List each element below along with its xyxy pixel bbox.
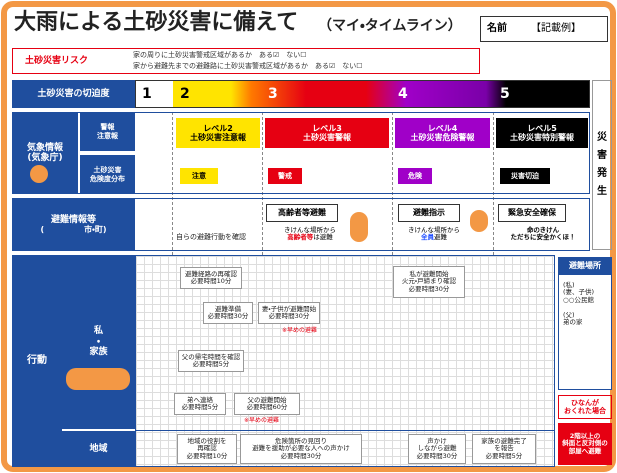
evacuation-label: 避難情報等 [50,214,96,225]
warning-level: レベル3 土砂災害警報 [265,118,389,148]
risk-map-level: 災害切迫 [500,168,550,184]
name-value: 【記載例】 [531,23,581,34]
community-task: 危険箇所の見回り 避難を援助が必要な人への声かけ 必要時間30分 [240,434,362,464]
title: 大雨による土砂災害に備えて [14,10,299,35]
family-task: 父の避難開始 必要時間60分 [234,393,300,415]
evacuation-title: 避難指示 [398,204,460,222]
level-number: 1 [142,86,152,102]
answer-no: ない☐ [342,62,363,70]
name-box: 名前 【記載例】 [480,16,608,42]
desc-highlight: 全員 [421,233,434,242]
level-number: 2 [180,86,190,102]
evacuation-title: 高齢者等避難 [266,204,338,222]
note: ※早めの避難 [282,327,318,334]
level-number: 5 [500,86,510,102]
answer-no: ない☐ [286,51,307,59]
late-title: ひなんが おくれた場合 [558,395,612,419]
family-task: 弟へ連絡 必要時間5分 [174,393,226,415]
mascot [66,368,130,390]
mascot [350,212,368,242]
question-text: 家から避難先までの避難路に土砂災害警戒区域があるか [133,62,308,70]
risk-question: 家の周りに土砂災害警戒区域があるか ある☑ ない☐ [133,51,307,59]
family-task: 避難経路の再確認 必要時間10分 [180,267,242,289]
risk-question: 家から避難先までの避難路に土砂災害警戒区域があるか ある☑ ない☐ [133,62,363,70]
desc-text: 避難 [434,233,447,242]
family-task: 父の帰宅時間を確認 必要時間5分 [178,350,244,372]
evacuation-title: 緊急安全確保 [498,204,566,222]
warning-level: レベル2 土砂災害注意報 [176,118,260,148]
level-label: 土砂災害の切迫度 [12,80,135,108]
family-task: 妻・子供が避難開始 必要時間30分 [258,302,320,324]
risk-label: 土砂災害リスク [25,56,89,66]
mascot [470,210,488,232]
answer-yes: ある☑ [259,51,280,59]
name-label: 名前 [487,23,507,34]
community-task: 地域の役割を 再確認 必要時間10分 [177,434,237,464]
level-bar [135,80,590,108]
mascot [30,165,48,183]
family-label: 私 ・ 家族 [62,255,135,429]
desc-text: は避難 [313,233,333,242]
question-text: 家の周りに土砂災害警戒区域があるか [133,51,252,59]
evacuation-label-sub: ( 市・町) [40,225,107,235]
note: ※早めの避難 [244,417,280,424]
late-action: 2階以上の 斜面と反対側の 部屋へ避難 [558,423,612,465]
warning-level: レベル4 土砂災害危険警報 [395,118,490,148]
shelter-body: (私) (妻、子供) ○○公民館 (父) 弟の家 [563,281,595,327]
disaster-occurs: 災 害 発 生 [592,80,612,250]
level-number: 3 [268,86,278,102]
evacuation-desc: きけんな場所から 高齢者等は避難 [270,226,350,242]
weather-sub-label: 警報 注意報 [80,112,135,151]
desc-text: きけんな場所から [284,226,336,234]
community-task: 声かけ しながら避難 必要時間30分 [408,434,466,464]
evacuation-label-box: 避難情報等 ( 市・町) [12,198,135,251]
weather-sub-label: 土砂災害 危険度分布 [80,155,135,194]
risk-box: 土砂災害リスク 家の周りに土砂災害警戒区域があるか ある☑ ない☐ 家から避難先… [12,48,480,74]
self-check: 自らの避難行動を確認 [176,233,246,241]
weather-label: 気象情報 (気象庁) [12,112,78,194]
subtitle: （マイ・タイムライン） [318,18,462,34]
community-label: 地域 [62,431,135,467]
warning-level: レベル5 土砂災害特別警報 [496,118,588,148]
risk-map-level: 注意 [180,168,218,184]
action-label: 行動 [12,255,62,467]
community-task: 家族の避難完了 を報告 必要時間5分 [472,434,536,464]
shelter-box [558,257,612,390]
risk-map-level: 警戒 [268,168,302,184]
family-task: 私が避難開始 火元・戸締まり確認 必要時間30分 [393,266,465,298]
row-divider [135,430,555,431]
shelter-title: 避難場所 [558,257,612,275]
evacuation-desc: 命のきけん ただちに安全かくほ！ [510,226,576,242]
risk-map-level: 危険 [398,168,432,184]
level-number: 4 [398,86,408,102]
family-task: 避難準備 必要時間30分 [203,302,253,324]
desc-text: きけんな場所から [408,226,460,234]
evacuation-desc: きけんな場所から 全員避難 [396,226,472,242]
answer-yes: ある☑ [315,62,336,70]
desc-highlight: 高齢者等 [287,233,314,242]
